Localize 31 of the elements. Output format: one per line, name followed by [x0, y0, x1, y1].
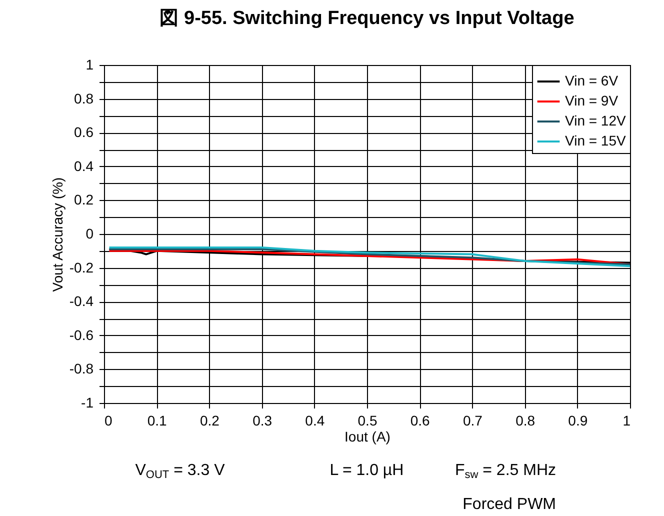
x-tick-label: 0.9	[568, 412, 588, 428]
y-tick-label: 0	[86, 226, 94, 242]
y-tick-label: -0.2	[69, 259, 94, 276]
x-tick-label: 1	[622, 412, 631, 428]
legend-label: Vin = 15V	[565, 132, 627, 148]
y-tick-label: -0.6	[69, 326, 94, 343]
y-tick-label: -0.8	[69, 360, 94, 377]
x-tick-label: 0.3	[252, 412, 272, 428]
x-tick-label: 0.6	[410, 412, 430, 428]
legend-label: Vin = 6V	[565, 72, 619, 88]
y-tick-label: 0.4	[74, 158, 94, 174]
x-tick-label: 0.1	[147, 412, 168, 428]
x-tick-label: 0.8	[516, 412, 536, 428]
text: Forced PWM	[462, 496, 556, 513]
y-tick-label: 1	[86, 56, 94, 72]
x-tick-label: 0	[104, 412, 112, 428]
legend-label: Vin = 9V	[565, 92, 619, 108]
y-tick-label: 0.6	[74, 124, 94, 140]
x-axis-title: Iout (A)	[344, 428, 390, 444]
y-tick-label: 0.8	[74, 90, 94, 106]
x-tick-label: 0.7	[462, 412, 483, 428]
y-axis-title: Vout Accuracy (%)	[49, 177, 66, 292]
x-tick-label: 0.4	[305, 412, 325, 428]
y-tick-label: 0.2	[74, 192, 94, 208]
y-tick-label: -1	[81, 394, 94, 410]
x-tick-label: 0.5	[358, 412, 378, 428]
x-tick-label: 0.2	[200, 412, 220, 428]
text: L = 1.0 µH	[330, 462, 404, 479]
chart-title: 図 9-55. Switching Frequency vs Input Voltage	[160, 8, 574, 29]
y-tick-label: -0.4	[69, 293, 94, 310]
legend-label: Vin = 12V	[565, 112, 627, 128]
